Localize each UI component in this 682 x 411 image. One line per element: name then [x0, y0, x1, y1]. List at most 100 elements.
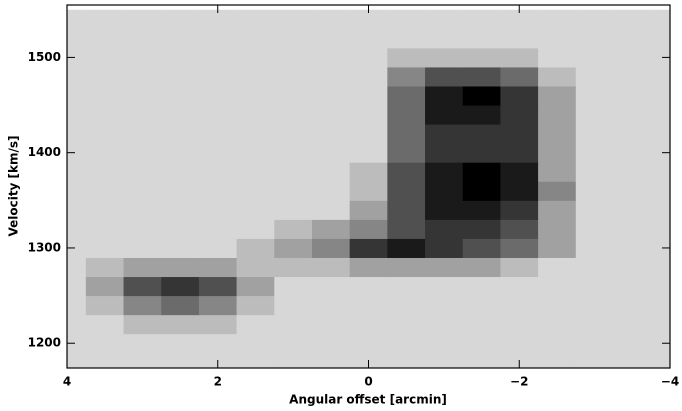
cell: [311, 28, 351, 49]
cell: [500, 333, 539, 354]
y-tick-label: 1200: [28, 336, 61, 350]
cell: [236, 257, 275, 278]
cell: [311, 257, 351, 278]
cell: [651, 219, 670, 239]
cell: [85, 238, 125, 258]
cell: [575, 162, 614, 182]
cell: [198, 257, 238, 278]
cell: [123, 181, 162, 201]
cell: [198, 85, 238, 106]
cell: [349, 85, 388, 106]
cell: [349, 295, 388, 316]
cell: [349, 200, 388, 220]
cell: [651, 314, 670, 335]
cell: [538, 200, 577, 220]
cell: [311, 200, 351, 220]
cell: [575, 200, 614, 220]
cell: [198, 181, 238, 201]
cell: [387, 352, 426, 368]
cell: [500, 105, 539, 125]
cell: [274, 276, 313, 297]
cell: [613, 276, 652, 297]
cell: [123, 238, 162, 258]
cell: [85, 219, 125, 239]
cell: [198, 333, 238, 354]
cell: [613, 295, 652, 316]
cell: [161, 181, 200, 201]
x-tick-label: −2: [510, 375, 528, 389]
cell: [85, 295, 125, 316]
cell: [575, 28, 614, 49]
cell: [651, 181, 670, 201]
cell: [123, 352, 162, 368]
cell: [387, 276, 426, 297]
cell: [198, 295, 238, 316]
cell: [613, 143, 652, 163]
cell: [425, 333, 464, 354]
cell: [462, 314, 501, 335]
cell: [198, 200, 238, 220]
cell: [85, 257, 125, 278]
cell: [274, 352, 313, 368]
cell: [575, 219, 614, 239]
cell: [311, 9, 351, 30]
cell: [575, 85, 614, 106]
cell: [500, 124, 539, 144]
cell: [123, 276, 162, 297]
cell: [387, 200, 426, 220]
cell: [236, 143, 275, 163]
cell: [274, 124, 313, 144]
cell: [538, 181, 577, 201]
cell: [123, 28, 162, 49]
cell: [349, 28, 388, 49]
y-axis-label: Velocity [km/s]: [7, 135, 21, 236]
cell: [161, 295, 200, 316]
cell: [425, 352, 464, 368]
cell: [311, 124, 351, 144]
cell: [538, 238, 577, 258]
cell: [425, 314, 464, 335]
cell: [274, 333, 313, 354]
cell: [538, 162, 577, 182]
cell: [651, 333, 670, 354]
cell: [651, 124, 670, 144]
cell: [236, 105, 275, 125]
cell: [425, 105, 464, 125]
cell: [613, 47, 652, 68]
cell: [67, 66, 87, 87]
cell: [500, 66, 539, 87]
cell: [67, 28, 87, 49]
cell: [236, 276, 275, 297]
cell: [462, 143, 501, 163]
cell: [311, 85, 351, 106]
cell: [67, 352, 87, 368]
cell: [161, 124, 200, 144]
cell: [575, 9, 614, 30]
x-tick-label: −4: [661, 375, 679, 389]
cell: [161, 66, 200, 87]
cell: [161, 219, 200, 239]
cell: [161, 276, 200, 297]
cell: [575, 105, 614, 125]
cell: [462, 181, 501, 201]
cell: [349, 105, 388, 125]
cell: [500, 85, 539, 106]
cell: [236, 219, 275, 239]
cell: [613, 352, 652, 368]
cell: [613, 66, 652, 87]
cell: [462, 238, 501, 258]
cell: [538, 124, 577, 144]
cell: [538, 257, 577, 278]
cell: [613, 181, 652, 201]
cell: [651, 9, 670, 30]
cell: [349, 9, 388, 30]
cell: [462, 333, 501, 354]
cell: [387, 219, 426, 239]
cell: [651, 257, 670, 278]
cell: [387, 314, 426, 335]
cell: [349, 276, 388, 297]
cell: [198, 28, 238, 49]
cell: [67, 295, 87, 316]
cell: [387, 85, 426, 106]
